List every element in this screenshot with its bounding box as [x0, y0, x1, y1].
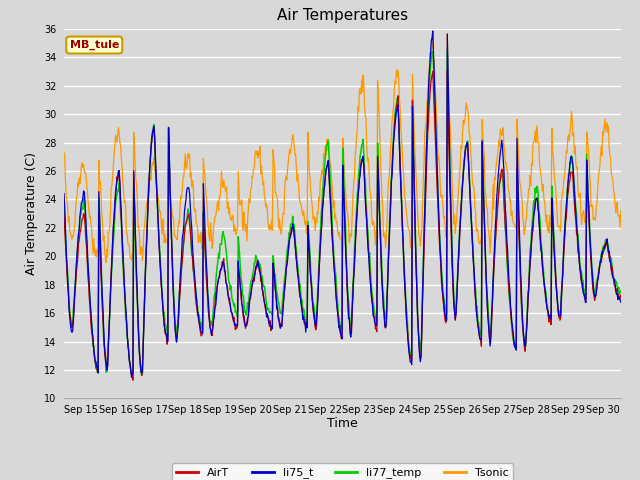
Text: MB_tule: MB_tule	[70, 40, 119, 50]
Legend: AirT, li75_t, li77_temp, Tsonic: AirT, li75_t, li77_temp, Tsonic	[172, 463, 513, 480]
Y-axis label: Air Temperature (C): Air Temperature (C)	[26, 152, 38, 275]
X-axis label: Time: Time	[327, 418, 358, 431]
Title: Air Temperatures: Air Temperatures	[277, 9, 408, 24]
